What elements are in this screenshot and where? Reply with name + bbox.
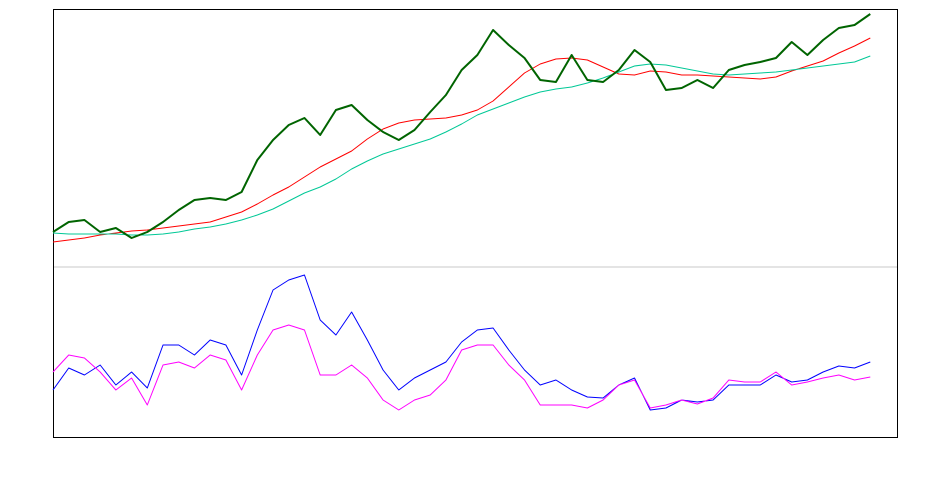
series-line [52,13,871,239]
series-line [52,274,871,411]
series-line [52,37,871,243]
plot-frame [53,9,898,438]
series-line [52,55,871,236]
series-line [52,324,871,411]
